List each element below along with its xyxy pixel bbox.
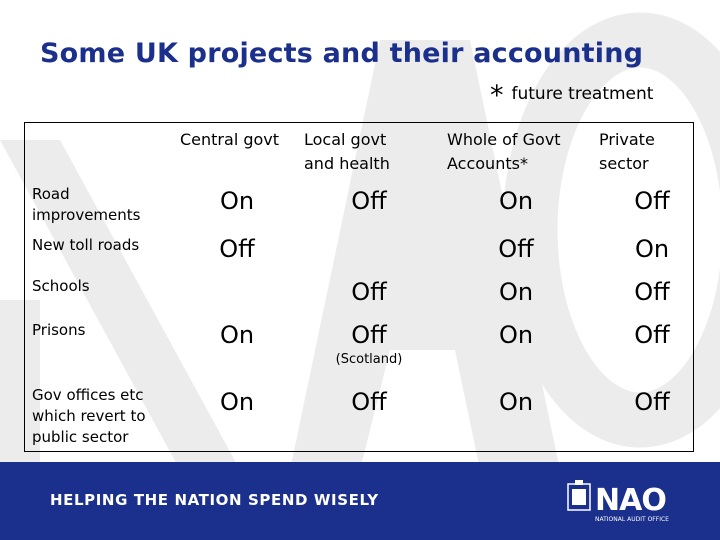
cell-road-private: Off: [634, 187, 670, 215]
cell-toll-private: On: [634, 235, 670, 263]
cell-govoffices-whole: On: [498, 388, 534, 416]
cell-schools-local: Off: [351, 278, 387, 306]
subtitle: * future treatment: [490, 80, 653, 111]
nao-logo: NAO NATIONAL AUDIT OFFICE: [567, 480, 669, 523]
accounting-table: [24, 122, 694, 452]
page-title: Some UK projects and their accounting: [40, 38, 644, 69]
crest-icon: [567, 480, 591, 511]
cell-schools-whole: On: [498, 278, 534, 306]
cell-prisons-whole: On: [498, 321, 534, 349]
cell-toll-whole: Off: [498, 235, 534, 263]
cell-govoffices-central: On: [219, 388, 255, 416]
cell-road-central: On: [219, 187, 255, 215]
subtitle-text: future treatment: [511, 84, 654, 104]
asterisk: *: [490, 80, 504, 111]
logo-wordmark: NAO: [595, 483, 666, 518]
cell-prisons-central: On: [219, 321, 255, 349]
cell-schools-private: Off: [634, 278, 670, 306]
cell-govoffices-local: Off: [351, 388, 387, 416]
column-header-private-sector: Private sector: [599, 130, 655, 173]
cell-prisons-local: Off: [351, 321, 387, 349]
row-label-road-improvements: Road improvements: [32, 185, 141, 224]
prisons-local-note: (Scotland): [335, 352, 403, 367]
cell-road-whole: On: [498, 187, 534, 215]
row-label-new-toll-roads: New toll roads: [32, 236, 140, 254]
cell-prisons-private: Off: [634, 321, 670, 349]
cell-toll-central: Off: [219, 235, 255, 263]
column-header-central-govt: Central govt: [180, 130, 280, 149]
footer-bar: HELPING THE NATION SPEND WISELY NAO NATI…: [0, 462, 720, 540]
footer-tagline: HELPING THE NATION SPEND WISELY: [50, 491, 379, 509]
logo-subtext: NATIONAL AUDIT OFFICE: [595, 516, 669, 523]
row-label-gov-offices: Gov offices etc which revert to public s…: [32, 386, 146, 446]
row-label-schools: Schools: [32, 277, 90, 295]
row-label-prisons: Prisons: [32, 321, 86, 339]
cell-road-local: Off: [351, 187, 387, 215]
column-header-whole-of-govt: Whole of Govt Accounts*: [447, 130, 561, 173]
column-header-local-govt: Local govt and health: [304, 130, 390, 173]
cell-govoffices-private: Off: [634, 388, 670, 416]
